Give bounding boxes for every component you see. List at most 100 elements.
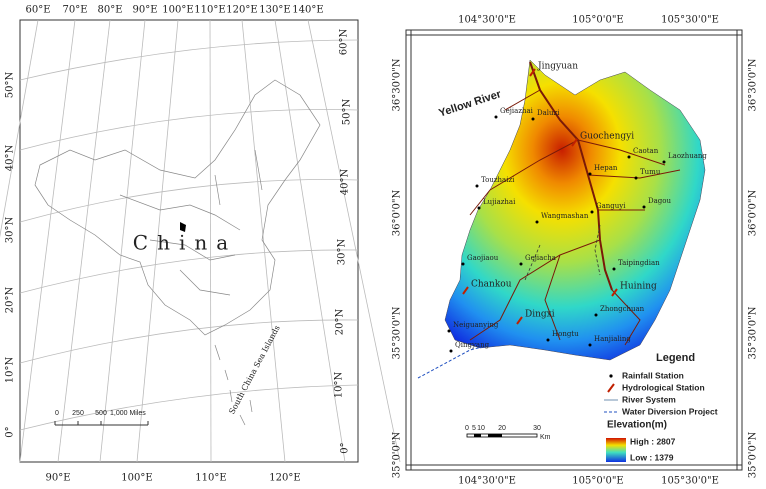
elevation-high: High : 2807	[630, 436, 676, 446]
place-label: Huining	[620, 282, 657, 292]
lon-label: 100°E	[121, 473, 152, 484]
rainfall-station	[612, 267, 616, 271]
water-diversion	[417, 344, 491, 379]
rainfall-station	[590, 210, 594, 214]
hydrological-station	[462, 286, 469, 295]
place-label: Dagou	[648, 197, 671, 205]
lat-label: 35°30'0"N	[392, 306, 403, 359]
lat-label: 40°N	[340, 169, 351, 196]
place-label: Ganguyi	[596, 202, 626, 210]
lat-label: 36°30'0"N	[748, 58, 759, 111]
watershed	[444, 59, 706, 361]
lon-label: 130°E	[259, 5, 290, 16]
lat-label: 35°0'0"N	[748, 431, 759, 478]
lon-label: 110°E	[194, 5, 225, 16]
scale-label: 250	[72, 410, 84, 417]
elevation-low: Low : 1379	[630, 452, 674, 462]
lat-label: 40°N	[5, 145, 16, 172]
rainfall-station	[588, 343, 592, 347]
lat-label: 20°N	[5, 287, 16, 314]
scale-label: 5	[472, 425, 476, 432]
lat-label: 50°N	[342, 99, 353, 126]
place-label: Zhongchuan	[600, 305, 645, 313]
lon-label: 90°E	[45, 473, 70, 484]
hydrological-station	[529, 68, 536, 77]
hydrological-station	[516, 316, 523, 325]
rainfall-station	[449, 349, 453, 353]
legend-title: Legend	[656, 352, 695, 364]
study-area-marker	[180, 222, 186, 232]
lon-label: 90°E	[132, 5, 157, 16]
rainfall-station	[494, 115, 498, 119]
place-label: Gejiazhai	[500, 107, 534, 115]
lat-label: 0°	[5, 426, 16, 437]
scale-label: Km	[540, 434, 551, 441]
place-label: Laozhuang	[668, 152, 707, 160]
rainfall-station	[662, 160, 666, 164]
place-label: Neiguanying	[453, 321, 499, 329]
lon-label: 105°0'0"E	[572, 476, 623, 487]
place-label: Chankou	[471, 280, 512, 290]
scale-label: 500	[95, 410, 107, 417]
lon-label: 104°30'0"E	[458, 15, 516, 26]
lon-label: 104°30'0"E	[458, 476, 516, 487]
lat-label: 36°0'0"N	[748, 189, 759, 236]
place-label: Taipingdian	[618, 259, 660, 267]
rainfall-station	[588, 172, 592, 176]
lon-label: 70°E	[62, 5, 87, 16]
place-label: Hongtu	[552, 330, 579, 338]
lon-label: 105°30'0"E	[661, 15, 719, 26]
lon-label: 60°E	[25, 5, 50, 16]
place-label: Qingyang	[455, 341, 490, 349]
scale-label: 30	[533, 425, 541, 432]
lon-label: 105°0'0"E	[572, 15, 623, 26]
scale-label: 0	[55, 410, 59, 417]
water-diversion-branch	[524, 224, 601, 281]
country-label: China	[133, 231, 237, 255]
legend-symbols	[604, 374, 626, 462]
place-label: Tumu	[640, 168, 661, 176]
place-label: Dingxi	[525, 310, 555, 320]
river-system	[469, 61, 681, 346]
place-label: Guochengyi	[580, 132, 634, 142]
lon-label: 100°E	[162, 5, 193, 16]
legend-item: River System	[622, 394, 676, 404]
hydrological-station	[611, 288, 618, 297]
place-label: Gaojiaou	[467, 254, 499, 262]
lat-label: 10°N	[5, 357, 16, 384]
lat-label: 36°0'0"N	[392, 189, 403, 236]
place-label: Hanjialing	[594, 335, 631, 343]
place-label: Lujiazhai	[483, 198, 516, 206]
lat-label: 30°N	[337, 239, 348, 266]
lat-label: 50°N	[5, 72, 16, 99]
lat-label: 35°30'0"N	[748, 306, 759, 359]
place-label: Gejiacha	[525, 254, 556, 262]
rainfall-station	[546, 338, 550, 342]
lon-label: 105°30'0"E	[661, 476, 719, 487]
legend-item: Rainfall Station	[622, 370, 684, 380]
left-scale	[54, 421, 149, 426]
lat-label: 20°N	[335, 309, 346, 336]
lon-label: 120°E	[269, 473, 300, 484]
rainfall-station	[447, 329, 451, 333]
rainfall-station	[461, 262, 465, 266]
legend-item: Water Diversion Project	[622, 406, 718, 416]
place-label: Hepan	[594, 164, 618, 172]
rainfall-station	[627, 155, 631, 159]
scale-label: 10	[477, 425, 485, 432]
rainfall-station	[477, 206, 481, 210]
scale-label: 20	[498, 425, 506, 432]
rainfall-station	[642, 205, 646, 209]
hydrological-station	[571, 138, 578, 147]
left-frame	[19, 19, 359, 463]
lon-label: 140°E	[292, 5, 323, 16]
lat-label: 60°N	[339, 29, 350, 56]
lat-label: 0°	[340, 442, 351, 453]
rainfall-station	[475, 184, 479, 188]
scale-label: 1,000 Miles	[110, 410, 146, 417]
elevation-title: Elevation(m)	[607, 420, 667, 431]
lon-label: 80°E	[97, 5, 122, 16]
lat-label: 36°30'0"N	[392, 58, 403, 111]
place-label: Daluzi	[537, 109, 560, 117]
